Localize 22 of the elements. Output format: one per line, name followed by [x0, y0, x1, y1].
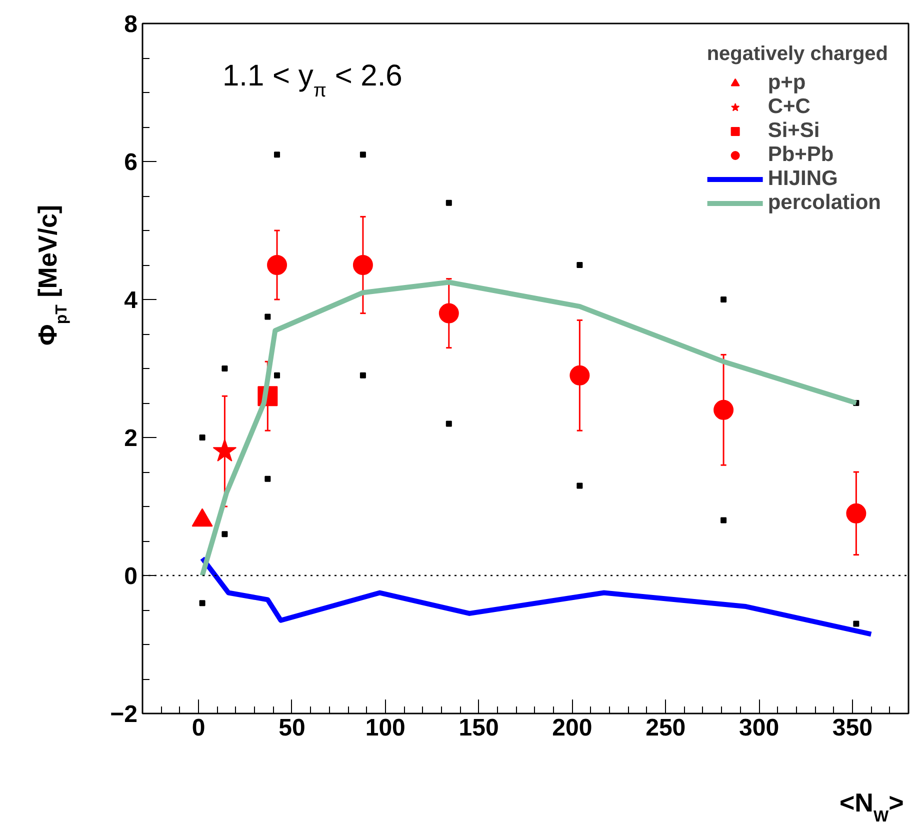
y-tick-label: 2	[124, 425, 138, 452]
legend-label: C+C	[768, 95, 810, 119]
y-tick-label: −2	[110, 701, 138, 728]
x-tick-label: 150	[458, 714, 499, 742]
x-tick-label: 350	[832, 714, 872, 742]
x-tick-label: 50	[278, 714, 306, 742]
y-tick-label: 0	[124, 563, 138, 590]
x-tick-label: 0	[192, 714, 206, 742]
legend-label: percolation	[768, 191, 881, 215]
y-tick-label: 8	[124, 11, 138, 38]
y-tick-label: 4	[124, 287, 138, 314]
legend-label: Si+Si	[768, 119, 820, 143]
legend-title: negatively charged	[706, 43, 888, 66]
x-tick-label: 250	[646, 714, 686, 742]
y-tick-label: 6	[124, 149, 138, 176]
x-tick-label: 300	[739, 714, 780, 742]
y-axis-title: ΦpT [MeV/c]	[32, 204, 70, 346]
legend-label: HIJING	[768, 167, 838, 191]
legend-label: Pb+Pb	[768, 143, 834, 167]
x-tick-label: 100	[365, 714, 406, 742]
x-tick-label: 200	[552, 714, 592, 742]
legend-label: p+p	[768, 71, 806, 95]
